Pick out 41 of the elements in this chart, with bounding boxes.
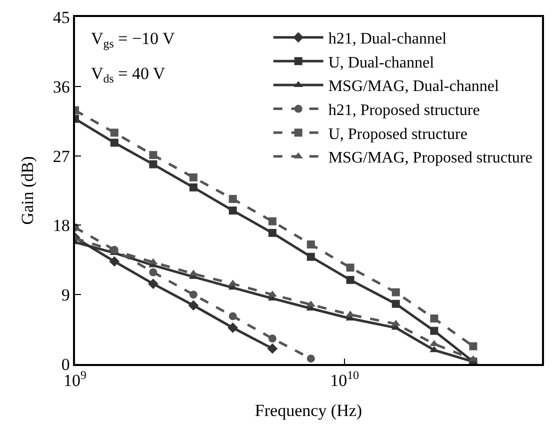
x-axis-title: Frequency (Hz) [254,401,362,420]
point [188,300,199,311]
y-tick-label: 0 [61,354,70,374]
y-axis-title: Gain (dB) [18,156,37,225]
y-tick-label: 36 [52,77,70,96]
point [228,206,237,215]
point [110,128,118,137]
point [306,240,315,248]
point [189,183,198,192]
point [268,334,276,343]
y-tick-label: 27 [52,146,70,166]
y-tick-label: 45 [52,8,70,27]
legend-label: U, Proposed structure [328,126,468,143]
point [228,322,238,333]
point [346,276,354,284]
point [346,264,354,272]
point [110,138,118,147]
legend-label: MSG/MAG, Dual-channel [328,78,500,96]
y-tick-label: 9 [61,286,70,305]
point [228,312,237,320]
legend-label: U, Dual-channel [328,54,435,72]
point [268,228,276,237]
point [149,151,158,160]
annotation: V$_{gs}$ = −10 V [91,29,176,51]
point [189,173,198,182]
point [306,252,315,261]
legend-label: MSG/MAG, Proposed structure [328,150,532,167]
annotation: V$_{ds}$ = 40 V [91,64,166,86]
y-tick-label: 18 [52,216,70,236]
legend-label: h21, Proposed structure [328,102,480,120]
point [148,278,158,289]
point [268,217,276,226]
point [267,343,278,354]
x-tick-label: 10$^{10}$ [330,368,360,390]
point [189,290,198,299]
point [306,354,315,363]
point [109,256,120,267]
point [228,194,237,203]
legend-label: h21, Dual-channel [328,30,448,48]
point [149,160,158,168]
point [149,268,158,276]
